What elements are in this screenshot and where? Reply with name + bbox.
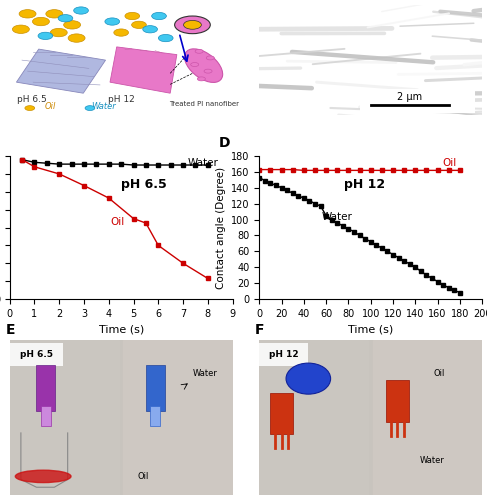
Circle shape <box>50 28 67 37</box>
Circle shape <box>105 18 120 25</box>
Ellipse shape <box>15 470 71 482</box>
Circle shape <box>125 12 140 20</box>
Text: Oil: Oil <box>442 158 456 168</box>
Text: pH 6.5: pH 6.5 <box>20 350 53 359</box>
Text: D: D <box>219 136 231 150</box>
Circle shape <box>46 10 63 18</box>
Ellipse shape <box>185 49 223 82</box>
Bar <box>259 340 369 495</box>
Circle shape <box>151 12 167 20</box>
Circle shape <box>68 34 85 42</box>
Text: Water: Water <box>420 456 445 466</box>
FancyBboxPatch shape <box>150 406 160 426</box>
Bar <box>123 340 233 495</box>
Text: Oil: Oil <box>110 216 124 226</box>
FancyBboxPatch shape <box>386 380 409 422</box>
Text: pH 12: pH 12 <box>344 178 385 190</box>
Circle shape <box>58 14 73 22</box>
FancyBboxPatch shape <box>41 406 51 426</box>
Circle shape <box>33 18 49 25</box>
Text: Treated PI nanofiber: Treated PI nanofiber <box>169 102 239 107</box>
Text: B: B <box>248 0 259 3</box>
Text: E: E <box>5 322 15 336</box>
Text: Oil: Oil <box>433 370 445 378</box>
Circle shape <box>158 34 173 42</box>
Text: pH 12: pH 12 <box>269 350 299 359</box>
Bar <box>373 340 482 495</box>
Text: pH 12: pH 12 <box>108 95 134 104</box>
Text: 2 μm: 2 μm <box>397 92 422 102</box>
Polygon shape <box>17 49 106 93</box>
Text: Oil: Oil <box>138 472 149 481</box>
Circle shape <box>85 106 95 110</box>
X-axis label: Time (s): Time (s) <box>348 324 393 334</box>
Text: F: F <box>255 322 264 336</box>
Circle shape <box>38 32 53 40</box>
Text: Water: Water <box>91 102 116 110</box>
Text: Water: Water <box>322 212 353 222</box>
Text: Water: Water <box>192 370 217 378</box>
Text: pH 6.5: pH 6.5 <box>17 95 47 104</box>
Circle shape <box>175 16 210 34</box>
Circle shape <box>286 363 331 394</box>
FancyBboxPatch shape <box>10 343 63 366</box>
Polygon shape <box>110 47 177 93</box>
Circle shape <box>19 10 36 18</box>
Circle shape <box>197 77 206 81</box>
Bar <box>10 340 119 495</box>
X-axis label: Time (s): Time (s) <box>98 324 144 334</box>
Circle shape <box>143 26 157 33</box>
Circle shape <box>204 69 212 73</box>
Circle shape <box>25 106 35 110</box>
FancyBboxPatch shape <box>146 364 165 411</box>
Circle shape <box>191 62 199 66</box>
Circle shape <box>12 25 29 34</box>
Circle shape <box>64 20 81 29</box>
Circle shape <box>206 56 214 60</box>
Text: Oil: Oil <box>44 102 56 110</box>
Circle shape <box>114 29 129 36</box>
Circle shape <box>184 20 201 30</box>
FancyBboxPatch shape <box>359 89 475 113</box>
Circle shape <box>195 50 203 54</box>
Text: A: A <box>5 0 16 3</box>
Circle shape <box>74 7 89 14</box>
FancyBboxPatch shape <box>37 364 56 411</box>
Circle shape <box>131 21 146 28</box>
Text: pH 6.5: pH 6.5 <box>121 178 167 190</box>
Text: Water: Water <box>188 158 219 168</box>
FancyBboxPatch shape <box>259 343 308 366</box>
FancyBboxPatch shape <box>270 392 293 434</box>
Y-axis label: Contact angle (Degree): Contact angle (Degree) <box>216 166 225 288</box>
